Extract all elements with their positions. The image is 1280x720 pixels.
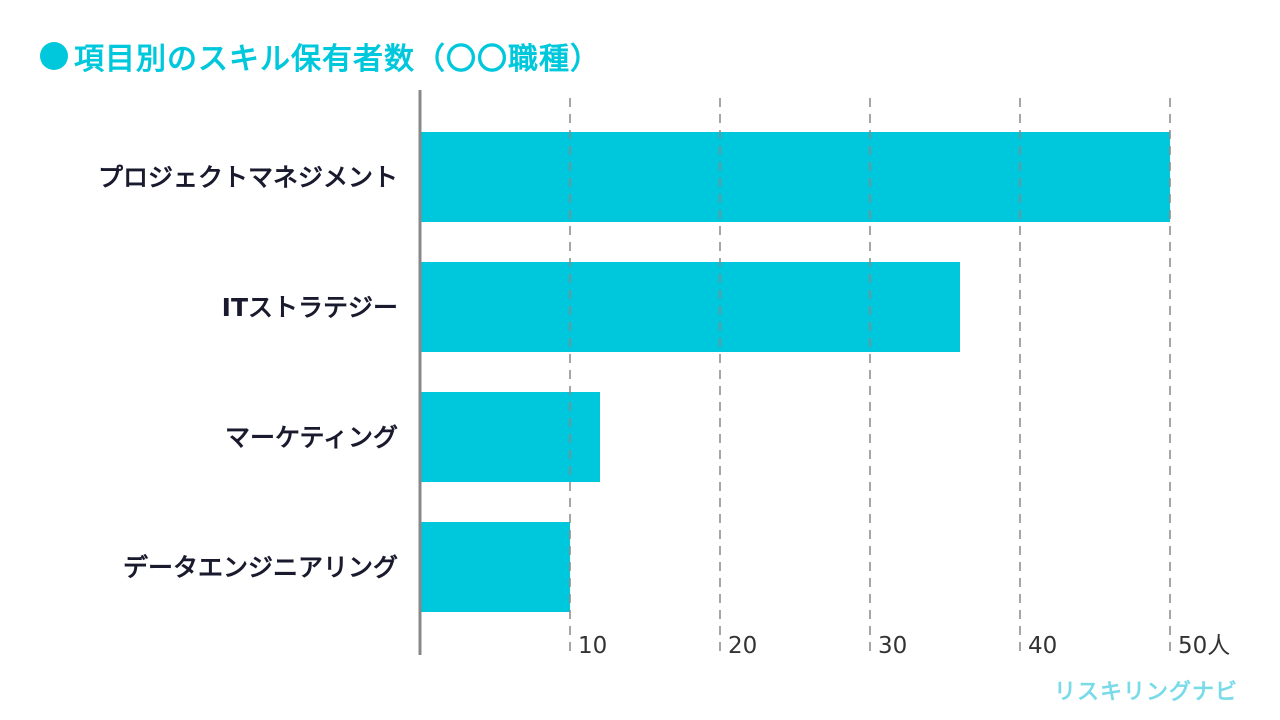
bar-3 [420,522,570,612]
title-bullet-icon [40,42,68,70]
tick-label-40: 40 [1028,633,1057,659]
category-label-3: データエンジニアリング [123,553,398,582]
tick-label-10: 10 [578,633,607,659]
bar-1 [420,262,960,352]
category-label-2: マーケティング [225,423,398,452]
chart-title: 項目別のスキル保有者数（〇〇職種） [74,42,601,77]
bar-2 [420,392,600,482]
tick-label-30: 30 [878,633,907,659]
bars [420,132,1170,612]
category-label-0: プロジェクトマネジメント [98,163,398,192]
category-label-1: ITストラテジー [222,293,398,322]
bar-0 [420,132,1170,222]
tick-label-50: 50人 [1178,633,1230,659]
brand-logo: リスキリングナビ [1053,680,1238,705]
tick-labels: 10 20 30 40 50人 [578,633,1230,659]
chart-title-block: 項目別のスキル保有者数（〇〇職種） [40,34,601,78]
tick-label-20: 20 [728,633,757,659]
